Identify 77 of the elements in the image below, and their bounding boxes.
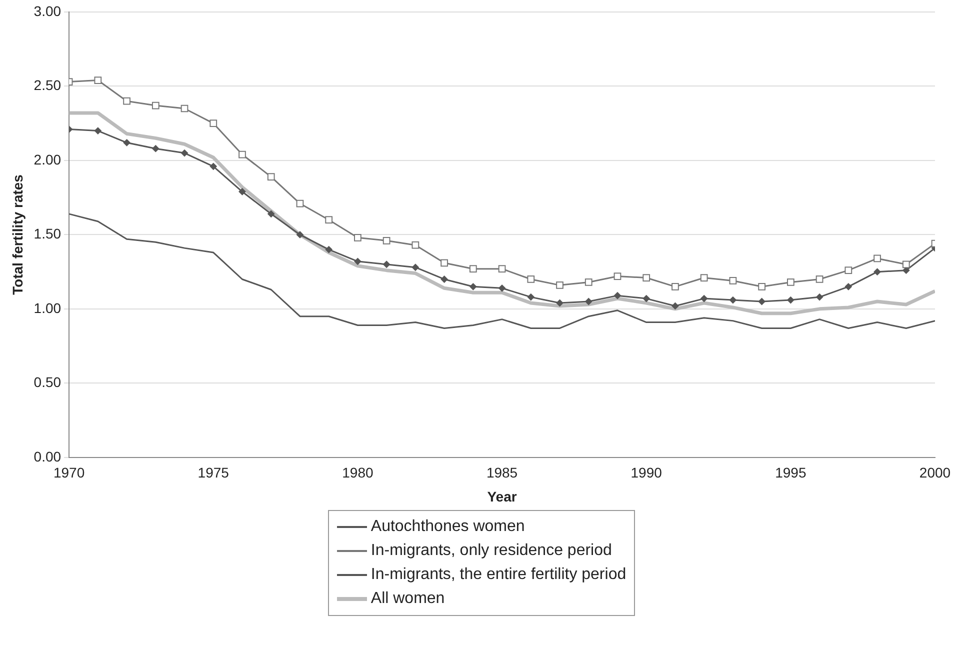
point: [902, 260, 910, 268]
point: [758, 298, 766, 306]
point: [844, 283, 852, 290]
y-tick-label: 3.00: [34, 2, 62, 19]
y-tick-label: 0.50: [34, 374, 62, 390]
x-tick-label: 1985: [486, 464, 518, 481]
point: [469, 265, 477, 273]
point: [672, 282, 679, 290]
point: [874, 254, 881, 262]
y-tick-label: 2.50: [34, 77, 62, 94]
point: [152, 145, 160, 152]
point: [325, 246, 332, 254]
x-tick-label: 1990: [630, 464, 662, 481]
point: [181, 150, 188, 157]
point: [238, 188, 246, 196]
legend-label: Autochthones women: [370, 518, 525, 536]
y-tick-label: 1.00: [34, 300, 62, 316]
point: [527, 276, 535, 283]
point: [729, 277, 737, 284]
point: [672, 302, 679, 310]
point: [210, 120, 218, 128]
y-tick-label: 2.00: [34, 151, 62, 168]
point: [354, 234, 362, 242]
point: [642, 295, 650, 302]
legend-label: In-migrants, the entire fertility period: [370, 566, 626, 584]
point: [556, 299, 564, 306]
point: [874, 268, 881, 276]
point: [123, 97, 130, 105]
point: [584, 278, 592, 286]
point: [758, 282, 766, 290]
point: [844, 266, 852, 274]
x-axis-title: Year: [487, 488, 518, 504]
point: [123, 139, 130, 146]
x-tick-label: 1995: [775, 464, 806, 481]
x-tick-label: 2000: [919, 464, 951, 481]
point: [94, 76, 102, 84]
point: [470, 283, 477, 290]
point: [527, 294, 534, 301]
point: [296, 231, 304, 238]
point: [700, 274, 708, 282]
point: [786, 278, 794, 286]
point: [700, 295, 708, 302]
point: [152, 102, 160, 110]
point: [585, 298, 592, 306]
point: [325, 216, 333, 224]
y-tick-label: 1.50: [34, 226, 62, 242]
point: [440, 259, 448, 267]
point: [614, 272, 622, 280]
point: [498, 284, 506, 292]
point: [816, 294, 824, 301]
y-axis-title: Total fertility rates: [9, 174, 26, 295]
point: [787, 296, 794, 304]
point: [412, 264, 419, 271]
point: [354, 258, 362, 265]
x-tick-label: 1980: [342, 464, 374, 481]
point: [412, 241, 420, 249]
point: [267, 173, 275, 180]
point: [238, 150, 246, 158]
x-tick-label: 1975: [198, 464, 230, 481]
point: [383, 260, 390, 268]
point: [180, 104, 188, 112]
point: [94, 127, 102, 134]
point: [614, 292, 621, 300]
point: [556, 281, 564, 289]
y-tick-label: 0.00: [34, 448, 62, 464]
legend-label: All women: [370, 590, 445, 608]
point: [816, 276, 824, 283]
point: [296, 200, 304, 208]
point: [210, 162, 217, 170]
point: [382, 236, 390, 244]
legend-label: In-migrants, only residence period: [370, 542, 612, 560]
point: [440, 276, 448, 283]
point: [268, 210, 275, 218]
x-tick-label: 1970: [53, 464, 85, 481]
point: [642, 274, 650, 282]
point: [498, 265, 506, 273]
point: [729, 296, 736, 304]
